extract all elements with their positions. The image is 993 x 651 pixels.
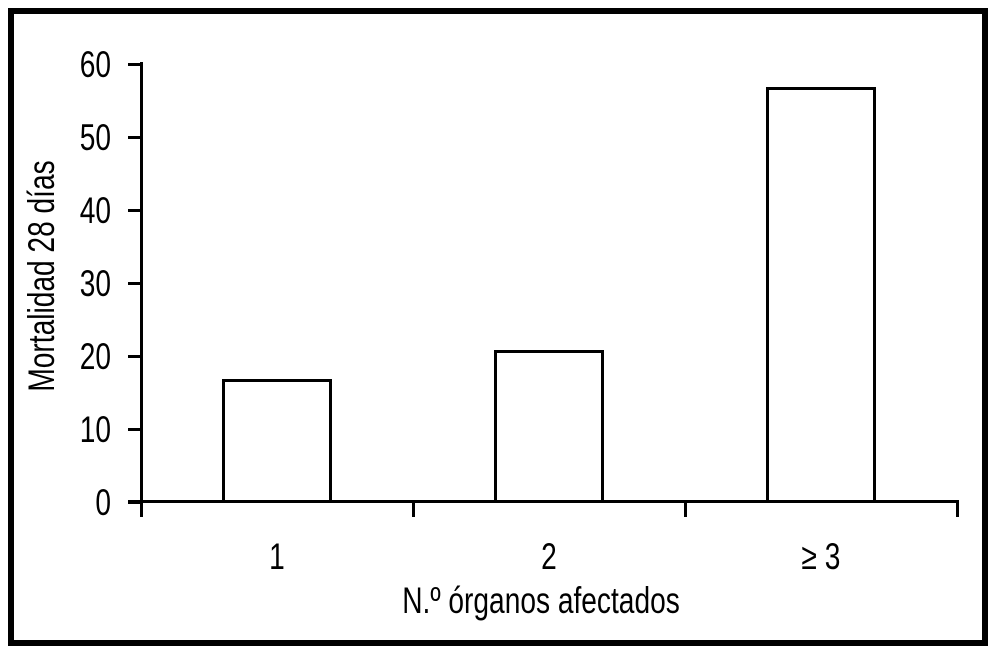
x-category-label-2: 2 [541, 536, 558, 577]
y-tick-label-50: 50 [79, 117, 111, 158]
y-tick-20 [128, 355, 142, 358]
x-tick-2 [683, 500, 687, 517]
x-tick-0 [140, 500, 143, 517]
y-tick-label-30: 30 [79, 263, 111, 304]
y-axis-line [140, 62, 143, 503]
x-axis-title: N.º órganos afectados [402, 580, 680, 621]
x-category-label-3: ≥ 3 [801, 536, 841, 577]
x-tick-3 [955, 500, 959, 517]
bar-3 [766, 86, 877, 503]
y-tick-label-20: 20 [79, 336, 111, 377]
y-tick-10 [128, 428, 142, 431]
y-tick-label-0: 0 [95, 482, 111, 523]
x-category-label-1: 1 [269, 536, 286, 577]
y-tick-40 [128, 209, 142, 212]
y-tick-label-60: 60 [79, 44, 111, 85]
bar-2 [494, 349, 605, 503]
y-tick-label-10: 10 [79, 409, 111, 450]
y-tick-30 [128, 282, 142, 285]
y-tick-60 [128, 63, 142, 66]
figure-frame-border [8, 8, 988, 646]
bar-1 [222, 378, 333, 503]
y-tick-0 [128, 501, 142, 504]
x-tick-1 [411, 500, 415, 517]
y-tick-label-40: 40 [79, 190, 111, 231]
y-tick-50 [128, 136, 142, 139]
